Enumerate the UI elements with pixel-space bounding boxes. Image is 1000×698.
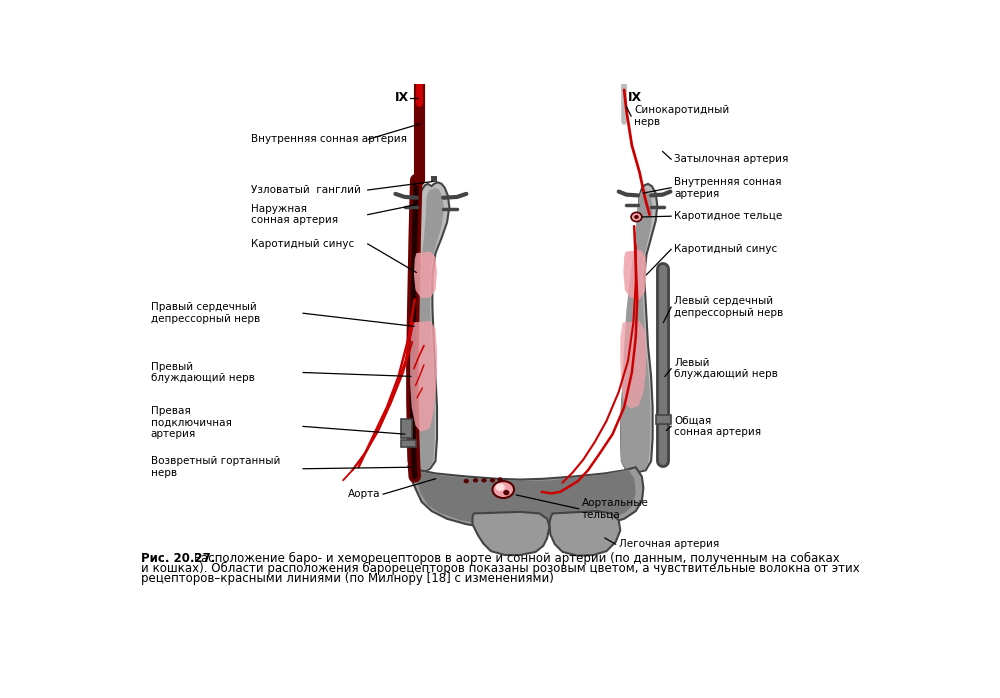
Ellipse shape: [631, 212, 642, 221]
Text: Каротидное тельце: Каротидное тельце: [674, 211, 782, 221]
Polygon shape: [409, 466, 643, 531]
Polygon shape: [621, 184, 657, 473]
Polygon shape: [656, 415, 671, 424]
Text: Внутренняя сонная
артерия: Внутренняя сонная артерия: [674, 177, 782, 198]
Polygon shape: [414, 470, 636, 527]
Polygon shape: [623, 250, 646, 299]
Text: Левый сердечный
депрессорный нерв: Левый сердечный депрессорный нерв: [674, 296, 783, 318]
Ellipse shape: [634, 215, 639, 219]
Ellipse shape: [503, 490, 509, 496]
Ellipse shape: [496, 484, 505, 491]
Polygon shape: [620, 189, 653, 472]
Text: Аорта: Аорта: [348, 489, 380, 499]
Text: Легочная артерия: Легочная артерия: [619, 540, 719, 549]
Polygon shape: [431, 176, 437, 182]
Polygon shape: [408, 182, 449, 473]
Polygon shape: [620, 321, 646, 409]
Ellipse shape: [474, 479, 477, 482]
Text: рецепторов–красными линиями (по Милнору [18] с изменениями): рецепторов–красными линиями (по Милнору …: [141, 572, 554, 585]
Polygon shape: [549, 511, 620, 556]
Text: Расположение баро- и хеморецепторов в аорте и сонной артерии (по данным, получен: Расположение баро- и хеморецепторов в ао…: [194, 552, 839, 565]
Polygon shape: [410, 321, 437, 432]
Text: Аортальные
тельца: Аортальные тельца: [582, 498, 649, 519]
Text: Рис. 20.27.: Рис. 20.27.: [141, 552, 216, 565]
Ellipse shape: [498, 478, 502, 481]
Polygon shape: [413, 188, 444, 471]
Text: Правый сердечный
депрессорный нерв: Правый сердечный депрессорный нерв: [151, 302, 260, 324]
Polygon shape: [472, 512, 549, 555]
Text: IX: IX: [394, 91, 409, 104]
Text: Превая
подключичная
артерия: Превая подключичная артерия: [151, 406, 231, 439]
Ellipse shape: [482, 479, 486, 482]
Polygon shape: [414, 251, 437, 298]
Text: Общая
сонная артерия: Общая сонная артерия: [674, 415, 761, 437]
Text: Внутренняя сонная артерия: Внутренняя сонная артерия: [251, 134, 407, 144]
Text: Каротидный синус: Каротидный синус: [251, 239, 354, 249]
Polygon shape: [401, 419, 412, 438]
Ellipse shape: [492, 481, 514, 498]
Text: Синокаротидный
нерв: Синокаротидный нерв: [634, 105, 729, 127]
Text: Каротидный синус: Каротидный синус: [674, 244, 777, 254]
Text: Узловатый  ганглий: Узловатый ганглий: [251, 185, 361, 195]
Text: Превый
блуждающий нерв: Превый блуждающий нерв: [151, 362, 254, 383]
Text: Возвретный гортанный
нерв: Возвретный гортанный нерв: [151, 456, 280, 478]
Text: Левый
блуждающий нерв: Левый блуждающий нерв: [674, 358, 778, 380]
Polygon shape: [401, 440, 416, 447]
Text: IX: IX: [628, 91, 642, 104]
Text: Наружная
сонная артерия: Наружная сонная артерия: [251, 204, 338, 225]
Text: Затылочная артерия: Затылочная артерия: [674, 154, 789, 164]
Text: и кошках). Области расположения барорецепторов показаны розовым цветом, а чувств: и кошках). Области расположения барореце…: [141, 562, 860, 575]
Ellipse shape: [464, 480, 468, 482]
Ellipse shape: [491, 479, 494, 482]
